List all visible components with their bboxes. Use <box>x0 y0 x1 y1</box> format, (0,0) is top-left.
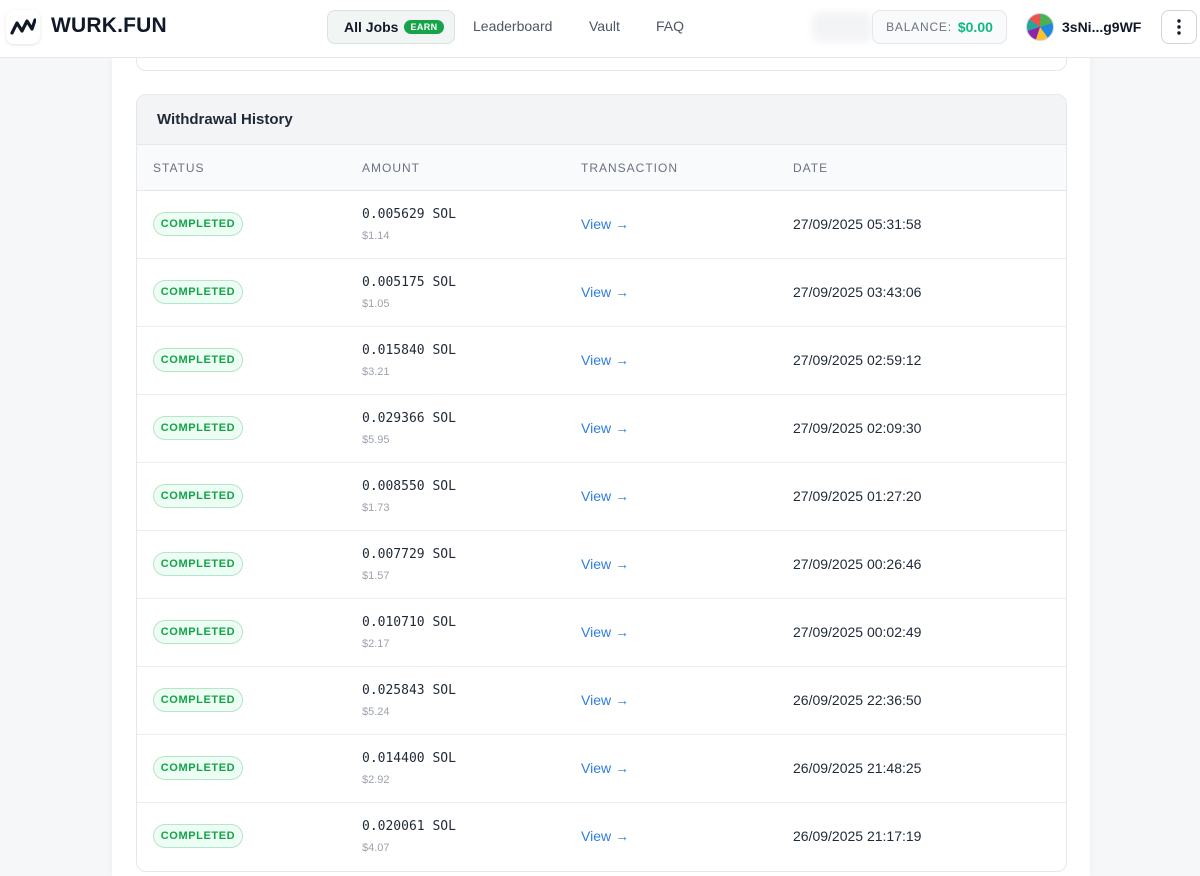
amount-sol: 0.005629 SOL <box>362 207 456 222</box>
status-badge: COMPLETED <box>153 620 243 644</box>
column-header-date: DATE <box>793 161 829 175</box>
column-header-transaction: TRANSACTION <box>581 161 679 175</box>
user-avatar <box>1026 13 1054 41</box>
withdrawal-date: 27/09/2025 02:09:30 <box>793 420 922 436</box>
view-transaction-link[interactable]: View → <box>581 692 629 708</box>
table-header: STATUS AMOUNT TRANSACTION DATE <box>137 145 1066 191</box>
amount-sol: 0.010710 SOL <box>362 615 456 630</box>
withdrawal-date: 26/09/2025 22:36:50 <box>793 692 922 708</box>
column-header-status: STATUS <box>153 161 205 175</box>
status-badge: COMPLETED <box>153 824 243 848</box>
view-transaction-link[interactable]: View → <box>581 760 629 776</box>
table-row: COMPLETED 0.007729 SOL $1.57 View → 27/0… <box>137 531 1066 599</box>
withdrawal-date: 27/09/2025 02:59:12 <box>793 352 922 368</box>
view-transaction-link[interactable]: View → <box>581 352 629 368</box>
status-badge: COMPLETED <box>153 348 243 372</box>
amount-usd: $5.24 <box>362 706 390 718</box>
status-badge: COMPLETED <box>153 212 243 236</box>
withdrawal-date: 26/09/2025 21:48:25 <box>793 760 922 776</box>
withdrawal-date: 27/09/2025 01:27:20 <box>793 488 922 504</box>
withdrawal-date: 27/09/2025 03:43:06 <box>793 284 922 300</box>
view-transaction-link[interactable]: View → <box>581 216 629 232</box>
nav-vault[interactable]: Vault <box>589 18 620 34</box>
amount-usd: $3.21 <box>362 366 390 378</box>
status-badge: COMPLETED <box>153 756 243 780</box>
table-row: COMPLETED 0.029366 SOL $5.95 View → 27/0… <box>137 395 1066 463</box>
status-badge: COMPLETED <box>153 552 243 576</box>
nav-all-jobs-label: All Jobs <box>344 19 399 35</box>
user-name: 3sNi...g9WF <box>1062 19 1142 35</box>
status-badge: COMPLETED <box>153 484 243 508</box>
nav-faq[interactable]: FAQ <box>656 18 685 34</box>
table-row: COMPLETED 0.020061 SOL $4.07 View → 26/0… <box>137 803 1066 871</box>
table-row: COMPLETED 0.005175 SOL $1.05 View → 27/0… <box>137 259 1066 327</box>
amount-sol: 0.005175 SOL <box>362 275 456 290</box>
table-row: COMPLETED 0.008550 SOL $1.73 View → 27/0… <box>137 463 1066 531</box>
top-navigation-bar: WURK.FUN All Jobs EARN Leaderboard Vault… <box>0 0 1200 58</box>
logo-text[interactable]: WURK.FUN <box>51 14 167 37</box>
amount-usd: $1.14 <box>362 230 390 242</box>
amount-usd: $5.95 <box>362 434 390 446</box>
nav-leaderboard[interactable]: Leaderboard <box>473 18 553 34</box>
view-transaction-link[interactable]: View → <box>581 556 629 572</box>
amount-sol: 0.014400 SOL <box>362 751 456 766</box>
table-row: COMPLETED 0.005629 SOL $1.14 View → 27/0… <box>137 191 1066 259</box>
balance-value: $0.00 <box>957 19 993 35</box>
more-vertical-icon <box>1177 19 1181 35</box>
amount-usd: $1.57 <box>362 570 390 582</box>
status-badge: COMPLETED <box>153 416 243 440</box>
withdrawal-date: 27/09/2025 00:02:49 <box>793 624 922 640</box>
balance-shadow <box>812 12 872 42</box>
view-transaction-link[interactable]: View → <box>581 624 629 640</box>
balance-display: BALANCE: $0.00 <box>872 10 1007 44</box>
wurk-logo-mark <box>10 18 36 35</box>
status-badge: COMPLETED <box>153 688 243 712</box>
table-row: COMPLETED 0.010710 SOL $2.17 View → 27/0… <box>137 599 1066 667</box>
column-header-amount: AMOUNT <box>362 161 420 175</box>
amount-sol: 0.015840 SOL <box>362 343 456 358</box>
table-row: COMPLETED 0.025843 SOL $5.24 View → 26/0… <box>137 667 1066 735</box>
amount-sol: 0.007729 SOL <box>362 547 456 562</box>
amount-usd: $2.92 <box>362 774 390 786</box>
amount-sol: 0.025843 SOL <box>362 683 456 698</box>
amount-usd: $2.17 <box>362 638 390 650</box>
amount-sol: 0.020061 SOL <box>362 819 456 834</box>
amount-sol: 0.008550 SOL <box>362 479 456 494</box>
amount-usd: $4.07 <box>362 842 390 854</box>
view-transaction-link[interactable]: View → <box>581 488 629 504</box>
more-menu-button[interactable] <box>1161 10 1197 44</box>
withdrawal-history-card: Withdrawal History STATUS AMOUNT TRANSAC… <box>136 94 1067 872</box>
amount-sol: 0.029366 SOL <box>362 411 456 426</box>
amount-usd: $1.73 <box>362 502 390 514</box>
nav-all-jobs[interactable]: All Jobs EARN <box>327 10 455 44</box>
table-row: COMPLETED 0.014400 SOL $2.92 View → 26/0… <box>137 735 1066 803</box>
wurk-logo-icon[interactable] <box>6 10 40 44</box>
view-transaction-link[interactable]: View → <box>581 828 629 844</box>
user-account-button[interactable]: 3sNi...g9WF <box>1026 12 1141 42</box>
balance-label: BALANCE: <box>886 20 952 34</box>
withdrawal-date: 26/09/2025 21:17:19 <box>793 828 922 844</box>
table-row: COMPLETED 0.015840 SOL $3.21 View → 27/0… <box>137 327 1066 395</box>
status-badge: COMPLETED <box>153 280 243 304</box>
withdrawal-history-title: Withdrawal History <box>137 95 1066 145</box>
view-transaction-link[interactable]: View → <box>581 420 629 436</box>
earn-badge: EARN <box>404 20 444 34</box>
view-transaction-link[interactable]: View → <box>581 284 629 300</box>
withdrawal-date: 27/09/2025 05:31:58 <box>793 216 922 232</box>
amount-usd: $1.05 <box>362 298 390 310</box>
withdrawal-date: 27/09/2025 00:26:46 <box>793 556 922 572</box>
